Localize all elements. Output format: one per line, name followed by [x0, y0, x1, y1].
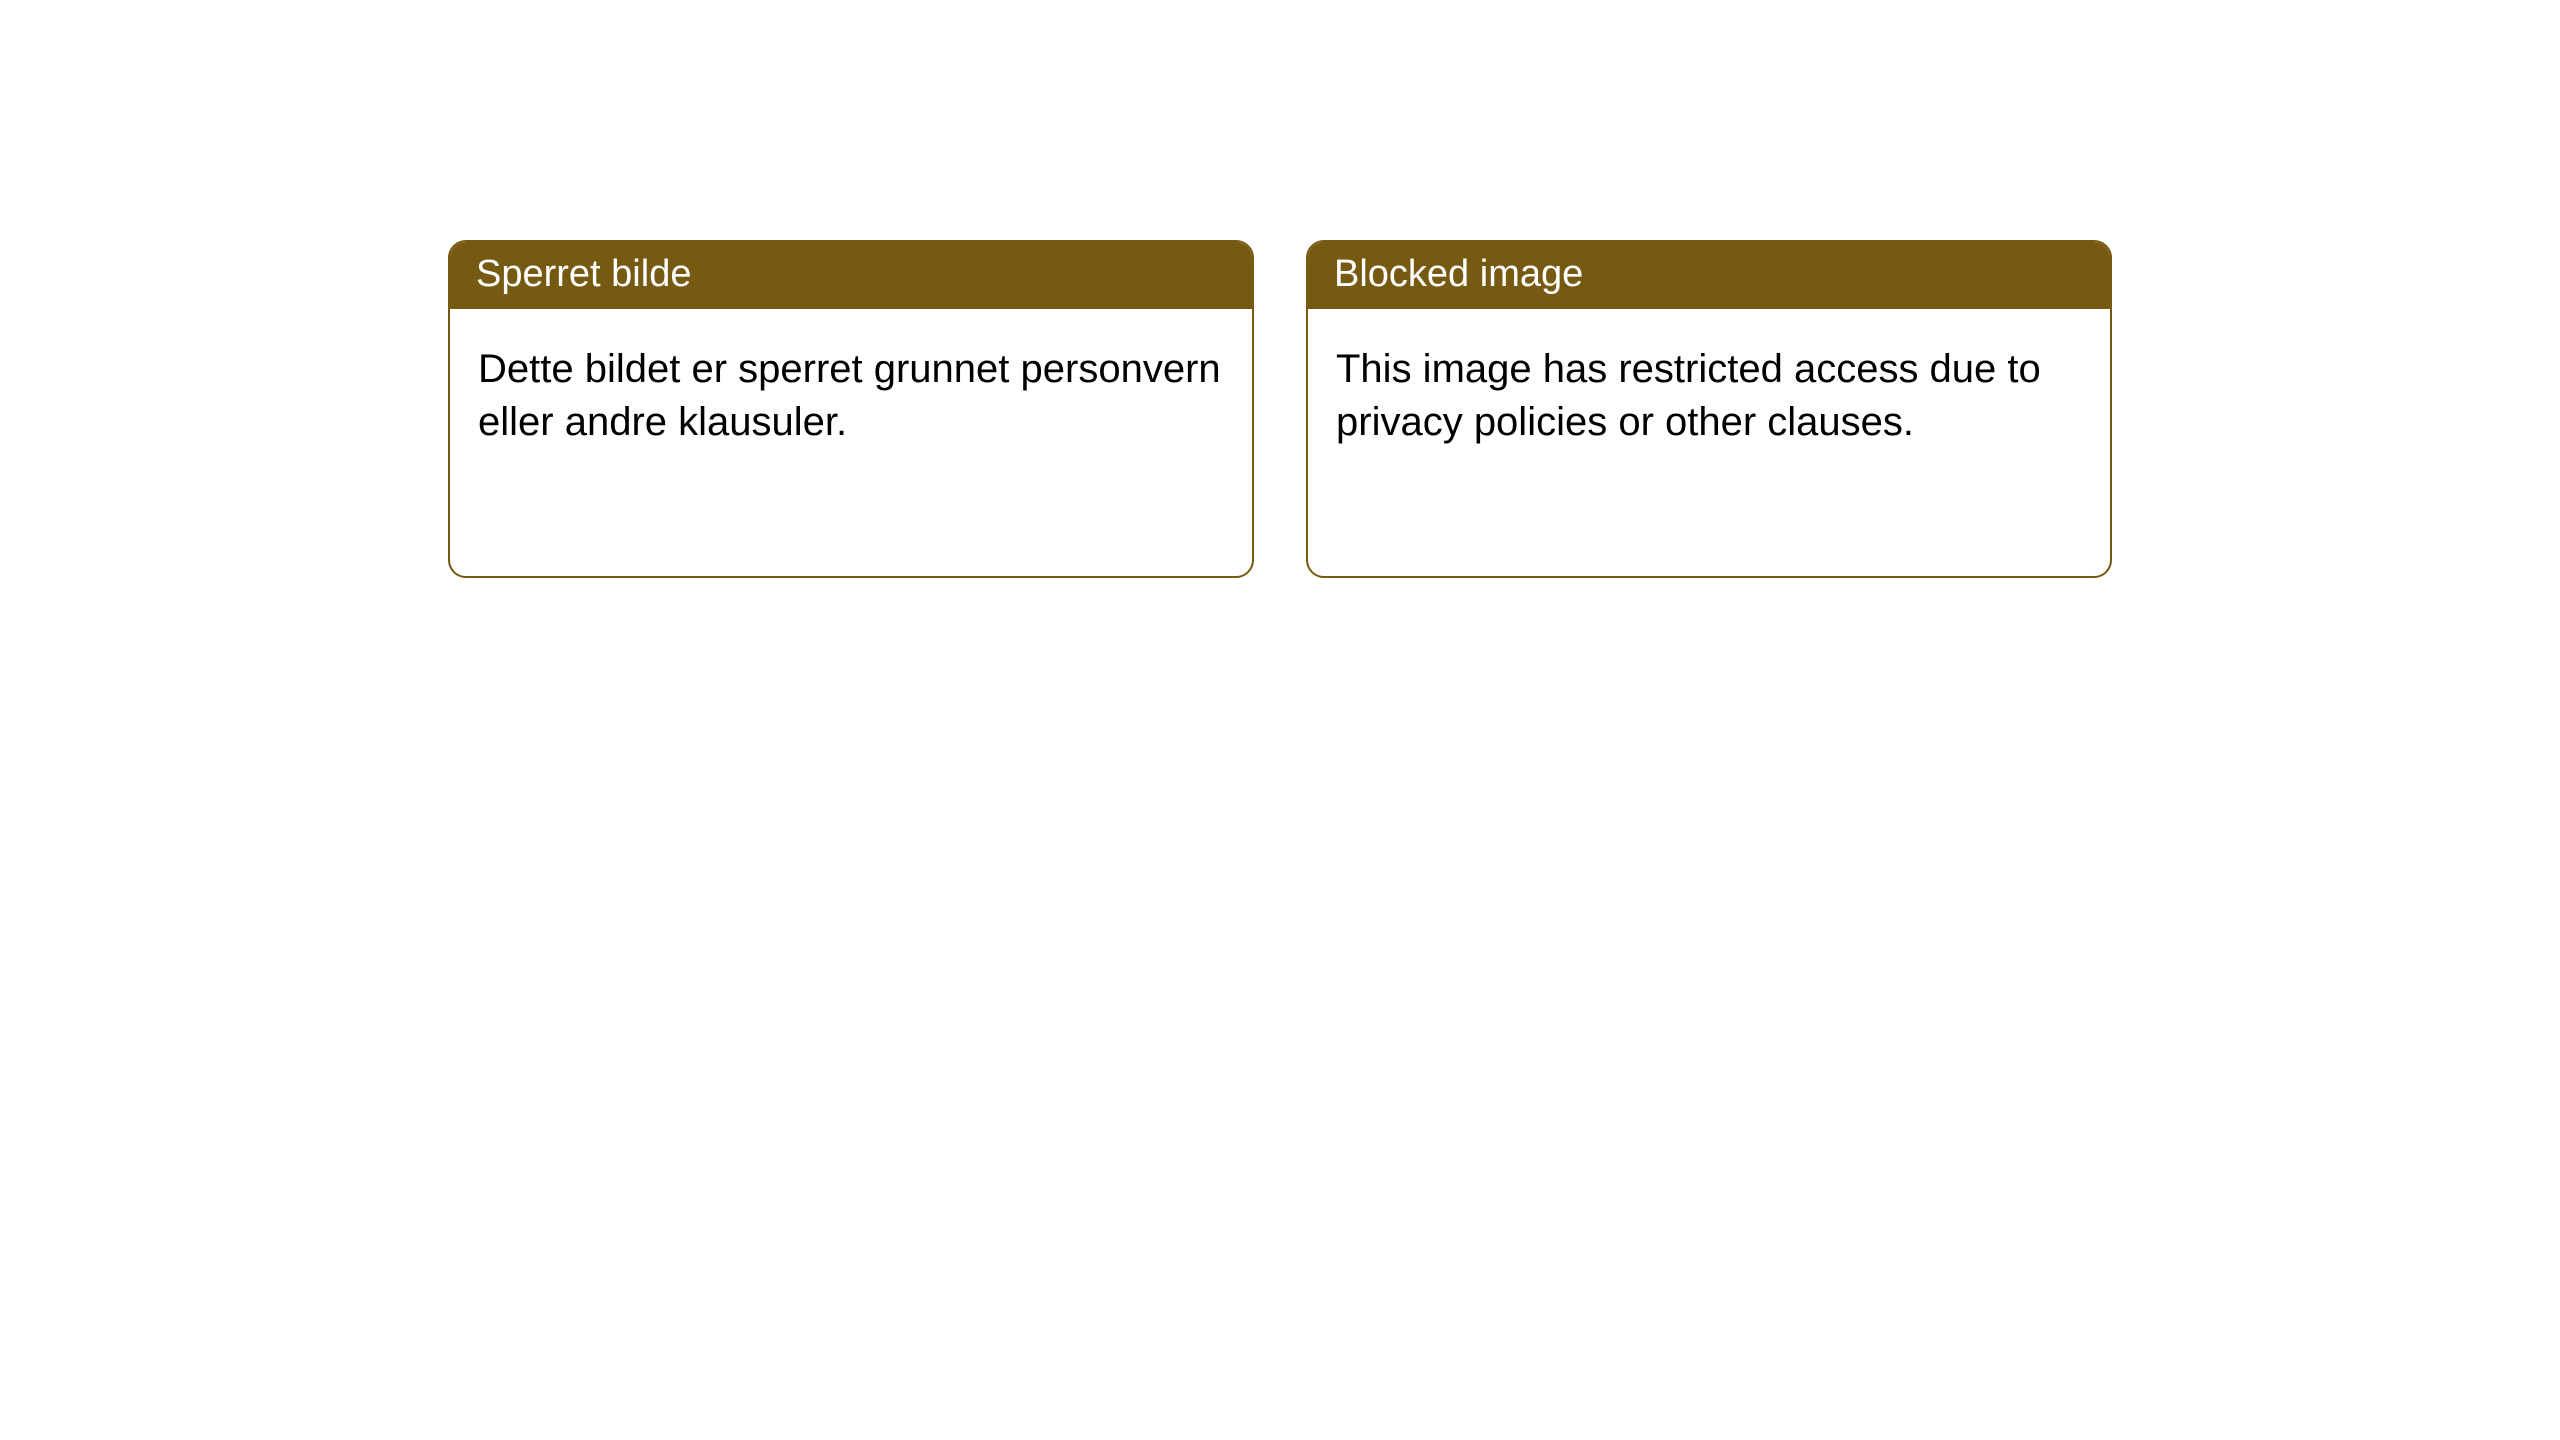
- card-body: Dette bildet er sperret grunnet personve…: [450, 309, 1252, 483]
- card-header: Sperret bilde: [450, 242, 1252, 309]
- blocked-image-card-en: Blocked image This image has restricted …: [1306, 240, 2112, 578]
- card-title: Blocked image: [1334, 253, 1583, 295]
- card-body-text: This image has restricted access due to …: [1336, 347, 2041, 444]
- card-body-text: Dette bildet er sperret grunnet personve…: [478, 347, 1221, 444]
- blocked-image-card-no: Sperret bilde Dette bildet er sperret gr…: [448, 240, 1254, 578]
- card-title: Sperret bilde: [476, 253, 691, 295]
- card-body: This image has restricted access due to …: [1308, 309, 2110, 483]
- notice-container: Sperret bilde Dette bildet er sperret gr…: [0, 0, 2560, 578]
- card-header: Blocked image: [1308, 242, 2110, 309]
